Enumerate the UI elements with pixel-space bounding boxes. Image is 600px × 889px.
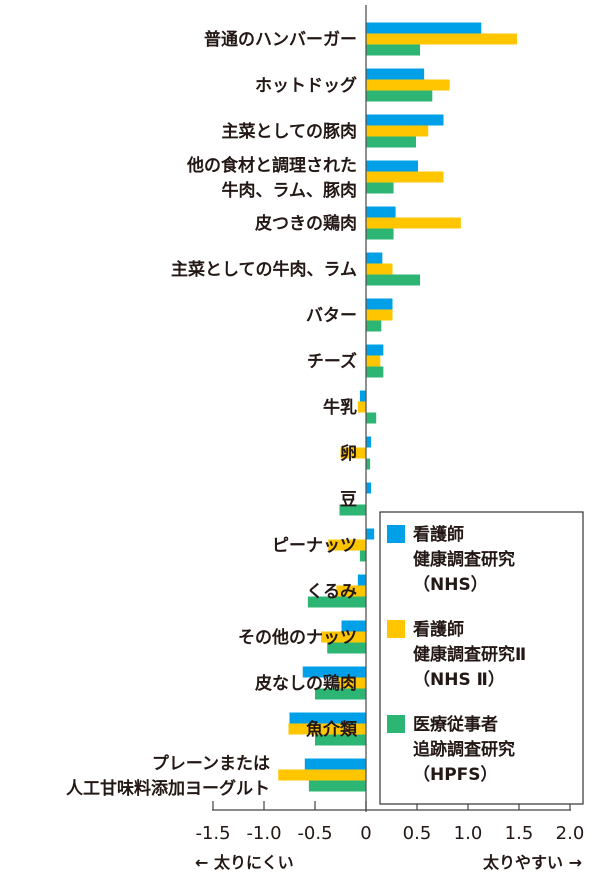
bar-12-series-1 (336, 585, 366, 597)
x-label-right: 太りやすい → (482, 853, 582, 872)
bar-10-series-2 (339, 504, 366, 516)
bar-4-series-1 (366, 217, 461, 229)
x-tick-label: 0 (360, 823, 371, 844)
bar-3-series-0 (366, 160, 419, 172)
bar-3-series-1 (366, 171, 444, 183)
category-label: 主菜としての豚肉 (222, 121, 358, 142)
bar-5-series-2 (366, 274, 421, 286)
legend-label: （NHS Ⅱ） (413, 669, 505, 690)
bar-8-series-1 (357, 401, 366, 413)
bar-16-series-1 (278, 769, 366, 781)
x-tick-label: 1.5 (505, 823, 534, 844)
category-labels: 普通のハンバーガーホットドッグ主菜としての豚肉他の食材と調理された牛肉、ラム、豚… (66, 29, 358, 799)
bar-8-series-0 (359, 390, 366, 402)
x-label-left: ← 太りにくい (195, 853, 294, 872)
bar-9-series-0 (366, 436, 372, 448)
bar-14-series-1 (338, 677, 366, 689)
bar-11-series-0 (366, 528, 375, 540)
bar-0-series-0 (366, 22, 482, 34)
bar-15-series-0 (289, 712, 366, 724)
category-label: プレーンまたは (152, 753, 270, 774)
bar-2-series-0 (366, 114, 444, 126)
legend-label: 看護師 (412, 524, 464, 545)
bar-5-series-1 (366, 263, 393, 275)
x-tick-label: -0.5 (297, 823, 332, 844)
bar-13-series-0 (341, 620, 366, 632)
bar-9-series-2 (366, 458, 371, 470)
x-tick-label: 1.0 (454, 823, 483, 844)
bar-4-series-2 (366, 228, 394, 240)
category-label: 主菜としての牛肉、ラム (171, 259, 357, 280)
category-label: 卵 (340, 443, 357, 464)
bar-14-series-0 (302, 666, 366, 678)
x-tick-label: -1.0 (246, 823, 281, 844)
bar-1-series-0 (366, 68, 425, 80)
x-tick-label: -1.5 (195, 823, 230, 844)
bar-12-series-2 (307, 596, 366, 608)
bar-0-series-2 (366, 44, 421, 56)
bar-9-series-1 (340, 447, 366, 459)
bar-7-series-0 (366, 344, 384, 356)
category-label: 皮つきの鶏肉 (255, 213, 357, 234)
category-label: 豆 (340, 490, 357, 510)
legend-label: 追跡調査研究 (413, 739, 515, 760)
legend-box (379, 511, 584, 805)
bar-14-series-2 (315, 688, 366, 700)
legend-swatch-2 (387, 715, 405, 733)
category-label: ピーナッツ (272, 536, 357, 556)
x-tick-label: 0.5 (403, 823, 432, 844)
bar-10-series-0 (366, 482, 372, 494)
legend-swatch-0 (387, 525, 405, 543)
bar-13-series-2 (327, 642, 366, 654)
category-label: 魚介類 (306, 719, 358, 740)
bar-16-series-2 (308, 780, 366, 792)
category-label: その他のナッツ (238, 627, 357, 648)
category-label: バター (306, 306, 357, 326)
category-label: 皮なしの鶏肉 (255, 673, 357, 694)
x-tick-label: 2.0 (556, 823, 585, 844)
bar-3-series-2 (366, 182, 394, 194)
bar-2-series-2 (366, 136, 416, 148)
category-label: 他の食材と調理された (186, 155, 357, 176)
x-axis-ticks: -1.5 -1.0 -0.5 0 0.5 1.0 1.5 2.0 (195, 801, 584, 844)
bar-2-series-1 (366, 125, 429, 137)
bar-0-series-1 (366, 33, 517, 45)
bar-4-series-0 (366, 206, 396, 218)
bar-15-series-2 (315, 734, 366, 746)
legend-swatch-1 (387, 620, 405, 638)
category-label: チーズ (307, 351, 357, 372)
bar-5-series-0 (366, 252, 383, 264)
bar-6-series-0 (366, 298, 393, 310)
bar-6-series-1 (366, 309, 393, 321)
bar-11-series-2 (359, 550, 366, 562)
category-label: 人工甘味料添加ヨーグルト (66, 778, 270, 799)
category-label: くるみ (306, 582, 357, 602)
bars-group (278, 22, 517, 792)
legend-label: （HPFS） (413, 764, 498, 785)
category-label: 牛肉、ラム、豚肉 (222, 180, 358, 201)
legend-label: 医療従事者 (413, 714, 498, 735)
legend-label: 健康調査研究 (413, 549, 515, 570)
bar-16-series-0 (304, 758, 366, 770)
bar-6-series-2 (366, 320, 382, 332)
legend-label: （NHS） (413, 574, 488, 595)
bar-8-series-2 (366, 412, 377, 424)
legend-label: 健康調査研究Ⅱ (413, 644, 526, 665)
bar-1-series-2 (366, 90, 433, 102)
bar-7-series-1 (366, 355, 381, 367)
category-label: ホットドッグ (255, 75, 357, 96)
category-label: 普通のハンバーガー (204, 29, 357, 50)
bar-1-series-1 (366, 79, 450, 91)
bar-7-series-2 (366, 366, 384, 378)
bar-11-series-1 (328, 539, 366, 551)
bar-12-series-0 (357, 574, 366, 586)
legend-label: 看護師 (412, 619, 464, 640)
category-label: 牛乳 (323, 397, 357, 418)
bar-15-series-1 (288, 723, 366, 735)
bar-13-series-1 (321, 631, 366, 643)
